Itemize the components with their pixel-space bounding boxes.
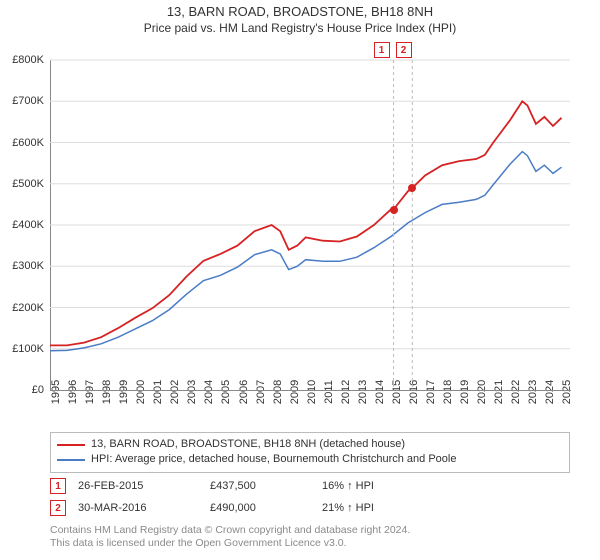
legend: 13, BARN ROAD, BROADSTONE, BH18 8NH (det… [50, 432, 570, 473]
chart-svg [50, 60, 570, 390]
event-dot-1 [390, 206, 398, 214]
legend-label-property: 13, BARN ROAD, BROADSTONE, BH18 8NH (det… [91, 437, 405, 452]
chart-title: 13, BARN ROAD, BROADSTONE, BH18 8NH [0, 0, 600, 21]
event-price: £437,500 [210, 480, 310, 492]
y-tick-label: £0 [4, 384, 44, 396]
event-pct: 21% ↑ HPI [322, 502, 442, 514]
y-tick-label: £200K [4, 302, 44, 314]
event-marker-1: 1 [374, 42, 390, 58]
event-row: 2 30-MAR-2016 £490,000 21% ↑ HPI [50, 497, 570, 519]
events-table: 1 26-FEB-2015 £437,500 16% ↑ HPI 2 30-MA… [50, 475, 570, 519]
event-badge-2: 2 [50, 500, 66, 516]
y-tick-label: £800K [4, 54, 44, 66]
footnote-line: Contains HM Land Registry data © Crown c… [50, 524, 570, 537]
event-row: 1 26-FEB-2015 £437,500 16% ↑ HPI [50, 475, 570, 497]
legend-item-property: 13, BARN ROAD, BROADSTONE, BH18 8NH (det… [57, 437, 563, 452]
legend-swatch-hpi [57, 459, 85, 461]
event-dot-2 [408, 184, 416, 192]
series-line-property [50, 101, 562, 345]
event-badge-1-num: 1 [55, 481, 61, 492]
y-tick-label: £100K [4, 343, 44, 355]
series-line-hpi [50, 152, 562, 351]
footnote-line: This data is licensed under the Open Gov… [50, 537, 570, 550]
event-pct: 16% ↑ HPI [322, 480, 442, 492]
event-price: £490,000 [210, 502, 310, 514]
footnote: Contains HM Land Registry data © Crown c… [50, 524, 570, 550]
event-marker-2: 2 [396, 42, 412, 58]
event-date: 26-FEB-2015 [78, 480, 198, 492]
event-badge-2-num: 2 [55, 503, 61, 514]
chart-subtitle: Price paid vs. HM Land Registry's House … [0, 21, 600, 39]
y-tick-label: £400K [4, 219, 44, 231]
legend-item-hpi: HPI: Average price, detached house, Bour… [57, 452, 563, 467]
event-badge-1: 1 [50, 478, 66, 494]
legend-swatch-property [57, 444, 85, 446]
legend-label-hpi: HPI: Average price, detached house, Bour… [91, 452, 456, 467]
y-tick-label: £700K [4, 95, 44, 107]
event-date: 30-MAR-2016 [78, 502, 198, 514]
y-tick-label: £500K [4, 178, 44, 190]
y-tick-label: £600K [4, 137, 44, 149]
y-tick-label: £300K [4, 260, 44, 272]
